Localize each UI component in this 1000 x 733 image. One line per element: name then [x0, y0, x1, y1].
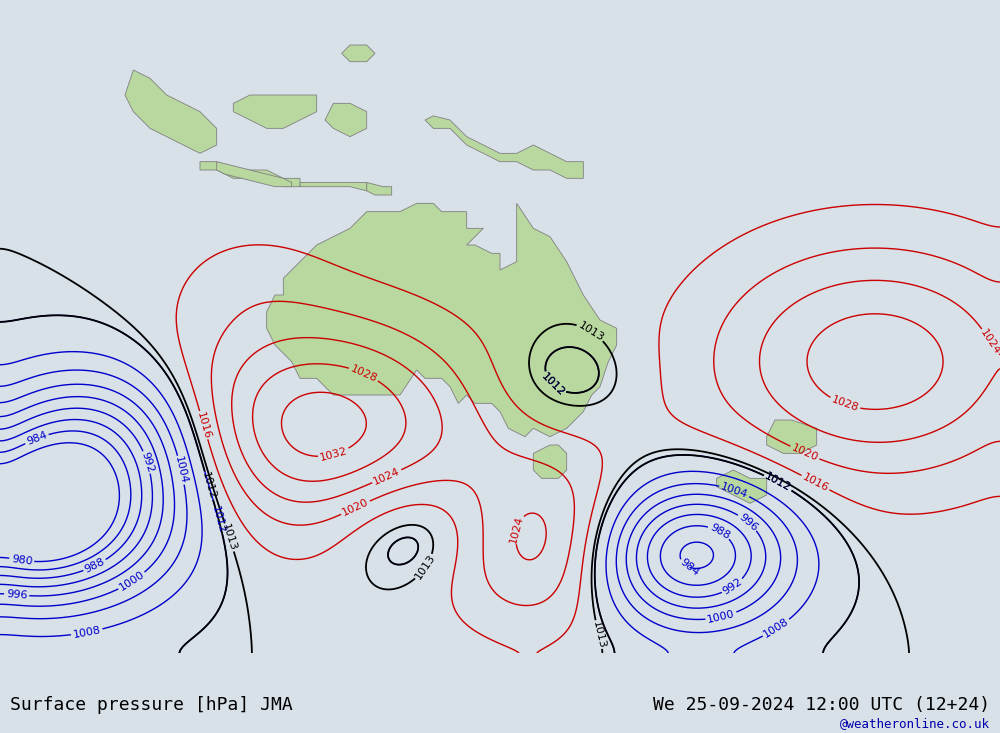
Text: We 25-09-2024 12:00 UTC (12+24): We 25-09-2024 12:00 UTC (12+24) — [653, 696, 990, 714]
Text: 1012: 1012 — [763, 471, 793, 494]
Text: 1008: 1008 — [72, 625, 102, 640]
Polygon shape — [767, 420, 817, 453]
Text: 1012: 1012 — [539, 371, 566, 398]
Polygon shape — [217, 162, 292, 187]
Text: 1000: 1000 — [706, 608, 736, 625]
Polygon shape — [233, 95, 317, 128]
Text: 984: 984 — [678, 556, 701, 578]
Polygon shape — [267, 203, 617, 437]
Text: 1032: 1032 — [319, 446, 349, 463]
Text: 1012: 1012 — [763, 471, 793, 494]
Polygon shape — [533, 445, 567, 479]
Text: 988: 988 — [708, 522, 731, 541]
Text: 992: 992 — [139, 451, 155, 474]
Text: 1012: 1012 — [200, 471, 218, 501]
Text: 1028: 1028 — [830, 394, 860, 413]
Polygon shape — [717, 470, 767, 504]
Text: 1024: 1024 — [978, 327, 1000, 356]
Text: 1016: 1016 — [801, 472, 830, 493]
Text: 1004: 1004 — [173, 455, 189, 485]
Text: 1008: 1008 — [762, 616, 791, 640]
Polygon shape — [367, 183, 392, 195]
Text: 1013: 1013 — [220, 523, 238, 552]
Polygon shape — [125, 70, 217, 153]
Polygon shape — [425, 116, 583, 178]
Text: 988: 988 — [83, 556, 107, 575]
Polygon shape — [300, 183, 367, 191]
Text: Surface pressure [hPa] JMA: Surface pressure [hPa] JMA — [10, 696, 293, 714]
Text: 996: 996 — [737, 512, 759, 533]
Text: 1024: 1024 — [509, 515, 525, 545]
Text: 980: 980 — [11, 554, 33, 567]
Text: 1024: 1024 — [372, 466, 402, 487]
Text: 992: 992 — [721, 576, 745, 597]
Text: 996: 996 — [6, 589, 28, 600]
Polygon shape — [200, 162, 300, 187]
Text: 1000: 1000 — [118, 570, 146, 593]
Text: @weatheronline.co.uk: @weatheronline.co.uk — [840, 718, 990, 730]
Text: 1020: 1020 — [341, 497, 370, 518]
Text: 1013: 1013 — [576, 320, 606, 343]
Text: 1004: 1004 — [720, 481, 749, 500]
Polygon shape — [325, 103, 367, 136]
Text: 1012: 1012 — [539, 371, 566, 398]
Text: 1028: 1028 — [349, 364, 379, 384]
Text: 1012: 1012 — [210, 505, 227, 535]
Text: 1020: 1020 — [790, 443, 820, 463]
Text: 1013: 1013 — [413, 553, 437, 581]
Text: 1016: 1016 — [195, 410, 212, 440]
Text: 1013: 1013 — [591, 620, 607, 649]
Polygon shape — [342, 45, 375, 62]
Text: 984: 984 — [25, 430, 49, 447]
